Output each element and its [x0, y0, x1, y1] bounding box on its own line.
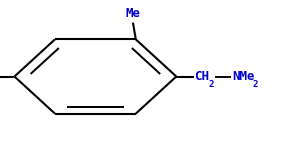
Text: NMe: NMe: [232, 70, 255, 83]
Text: 2: 2: [208, 80, 214, 89]
Text: Me: Me: [125, 7, 140, 20]
Text: 2: 2: [253, 80, 258, 89]
Text: CH: CH: [194, 70, 210, 83]
